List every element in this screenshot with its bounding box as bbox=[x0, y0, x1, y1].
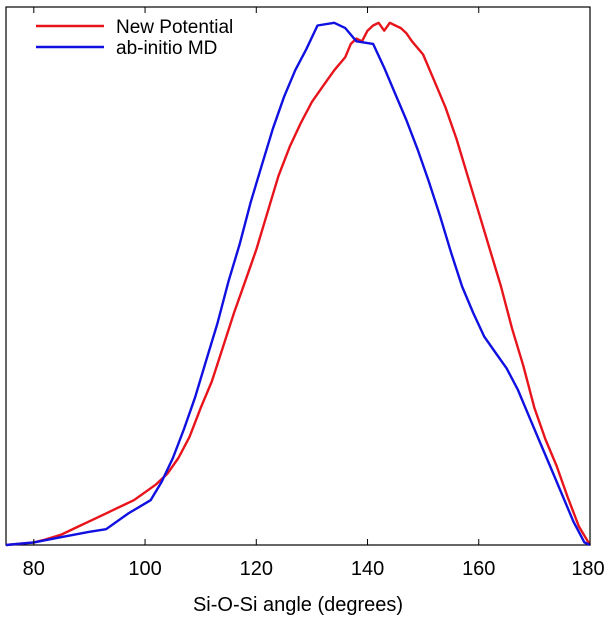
plot-border bbox=[5, 6, 591, 546]
legend-label-0: New Potential bbox=[116, 17, 233, 38]
x-tick-label: 160 bbox=[462, 558, 495, 580]
series-layer bbox=[5, 21, 592, 547]
x-axis-ticks: 80 100 120 140 160 180 bbox=[23, 7, 605, 580]
x-tick-label: 180 bbox=[571, 558, 604, 580]
series-line-0 bbox=[5, 21, 592, 547]
series-line-1 bbox=[5, 21, 591, 547]
plot-area bbox=[5, 6, 591, 546]
x-tick-label: 120 bbox=[240, 558, 273, 580]
x-tick-label: 140 bbox=[351, 558, 384, 580]
x-tick-label: 80 bbox=[23, 558, 45, 580]
legend-label-1: ab-initio MD bbox=[116, 38, 217, 59]
x-tick-label: 100 bbox=[128, 558, 161, 580]
x-axis-label: Si-O-Si angle (degrees) bbox=[193, 594, 403, 616]
